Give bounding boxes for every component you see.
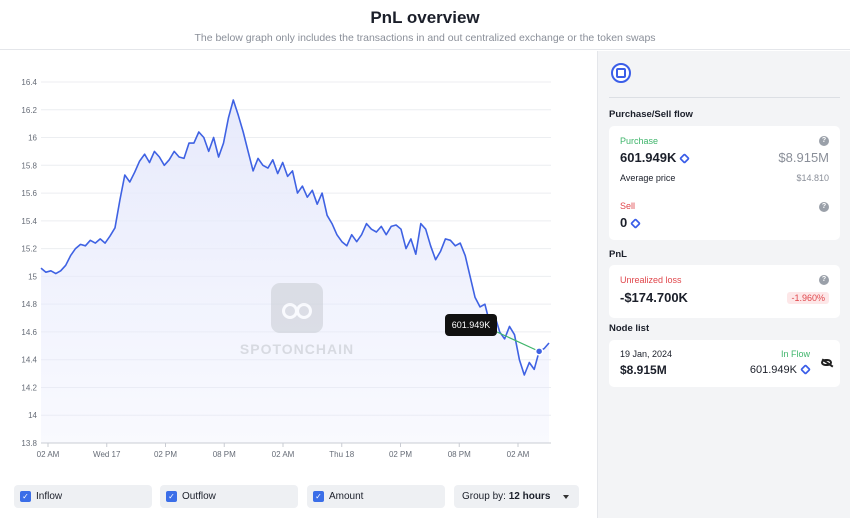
x-tick-label: 08 PM	[213, 450, 236, 459]
chevron-down-icon	[563, 495, 569, 499]
avg-price-value: $14.810	[796, 173, 829, 183]
unrealized-loss-label: Unrealized loss	[620, 275, 682, 285]
token-icon	[630, 218, 642, 229]
x-tick-label: Wed 17	[93, 450, 121, 459]
page-subtitle: The below graph only includes the transa…	[194, 32, 656, 44]
x-tick-label: 02 AM	[272, 450, 295, 459]
tooltip-connector	[496, 331, 540, 352]
node-amount-value: 601.949K	[749, 364, 797, 376]
inflow-toggle[interactable]: ✓ Inflow	[14, 485, 152, 508]
chart-controls: ✓ Inflow ✓ Outflow ✓ Amount Group by: 12…	[0, 485, 597, 508]
pnl-chart: 13.8 14 14.2 14.4 14.6 14.8 15 15.2 15.4 15.6 15.8…	[21, 78, 551, 459]
node-amount: 601.949K	[749, 364, 811, 376]
purchase-amount: 601.949K	[620, 150, 691, 165]
y-tick-label: 15.6	[21, 189, 37, 198]
node-list-title: Node list	[609, 323, 650, 334]
pnl-percent-badge: -1.960%	[787, 292, 829, 304]
node-status: In Flow	[780, 349, 810, 359]
inflow-label: Inflow	[36, 491, 63, 502]
pnl-title: PnL	[609, 249, 627, 260]
group-by-label: Group by:	[462, 491, 506, 502]
y-tick-label: 15.4	[21, 217, 37, 226]
y-tick-label: 15	[28, 272, 37, 281]
x-tick-label: Thu 18	[329, 450, 354, 459]
token-icon	[800, 364, 811, 375]
chart-tooltip: 601.949K	[445, 314, 497, 336]
chart-area: 13.8 14 14.2 14.4 14.6 14.8 15 15.2 15.4 15.6 15.8…	[0, 51, 597, 518]
purchase-label: Purchase	[620, 136, 659, 146]
x-tick-label: 02 AM	[507, 450, 530, 459]
avg-price-label: Average price	[620, 173, 676, 183]
area-fill	[41, 100, 549, 443]
y-tick-label: 14.6	[21, 328, 37, 337]
y-tick-label: 16.2	[21, 106, 37, 115]
y-tick-label: 16	[28, 134, 37, 143]
purchase-sell-card: Purchase ? 601.949K $8.915M Average pric…	[609, 126, 840, 240]
help-icon[interactable]: ?	[819, 202, 829, 212]
check-icon: ✓	[20, 491, 31, 502]
y-tick-label: 15.2	[21, 245, 37, 254]
sell-label: Sell	[620, 201, 636, 211]
y-tick-label: 14.2	[21, 383, 37, 392]
side-panel: Purchase/Sell flow Purchase ? 601.949K $…	[597, 51, 850, 518]
eye-off-icon[interactable]	[821, 359, 832, 366]
x-tick-label: 02 PM	[154, 450, 177, 459]
group-by-select[interactable]: Group by: 12 hours	[454, 485, 579, 508]
y-tick-label: 14.4	[21, 356, 37, 365]
pnl-card: Unrealized loss ? -$174.700K -1.960%	[609, 265, 840, 318]
node-list-item[interactable]: 19 Jan, 2024 In Flow $8.915M 601.949K	[609, 340, 840, 387]
amount-label: Amount	[329, 491, 364, 502]
page-title: PnL overview	[370, 8, 480, 27]
help-icon[interactable]: ?	[819, 136, 829, 146]
x-tick-label: 02 PM	[389, 450, 412, 459]
node-usd: $8.915M	[620, 363, 667, 377]
y-tick-label: 16.4	[21, 78, 37, 87]
y-tick-label: 14	[28, 411, 37, 420]
outflow-toggle[interactable]: ✓ Outflow	[160, 485, 298, 508]
help-icon[interactable]: ?	[819, 275, 829, 285]
amount-toggle[interactable]: ✓ Amount	[307, 485, 445, 508]
watermark-text: SPOTONCHAIN	[239, 341, 355, 357]
y-tick-label: 14.8	[21, 300, 37, 309]
series-line	[40, 99, 550, 376]
x-tick-label: 02 AM	[37, 450, 60, 459]
purchase-usd: $8.915M	[778, 150, 829, 165]
check-icon: ✓	[313, 491, 324, 502]
watermark-logo-icon	[271, 283, 323, 333]
sell-amount-value: 0	[620, 215, 628, 230]
check-icon: ✓	[166, 491, 177, 502]
token-logo-icon	[611, 63, 631, 83]
y-tick-label: 13.8	[21, 439, 37, 448]
purchase-amount-value: 601.949K	[620, 150, 677, 165]
watermark: SPOTONCHAIN	[231, 283, 363, 357]
header: PnL overview The below graph only includ…	[0, 0, 850, 50]
data-point-marker	[534, 347, 544, 356]
purchase-sell-title: Purchase/Sell flow	[609, 109, 693, 120]
outflow-label: Outflow	[182, 491, 216, 502]
unrealized-loss-value: -$174.700K	[620, 290, 688, 305]
node-date: 19 Jan, 2024	[620, 349, 673, 359]
divider	[609, 97, 840, 98]
x-tick-label: 08 PM	[448, 450, 471, 459]
group-by-value: 12 hours	[508, 491, 551, 502]
y-tick-label: 15.8	[21, 161, 37, 170]
sell-amount: 0	[620, 215, 642, 230]
token-icon	[679, 153, 691, 164]
